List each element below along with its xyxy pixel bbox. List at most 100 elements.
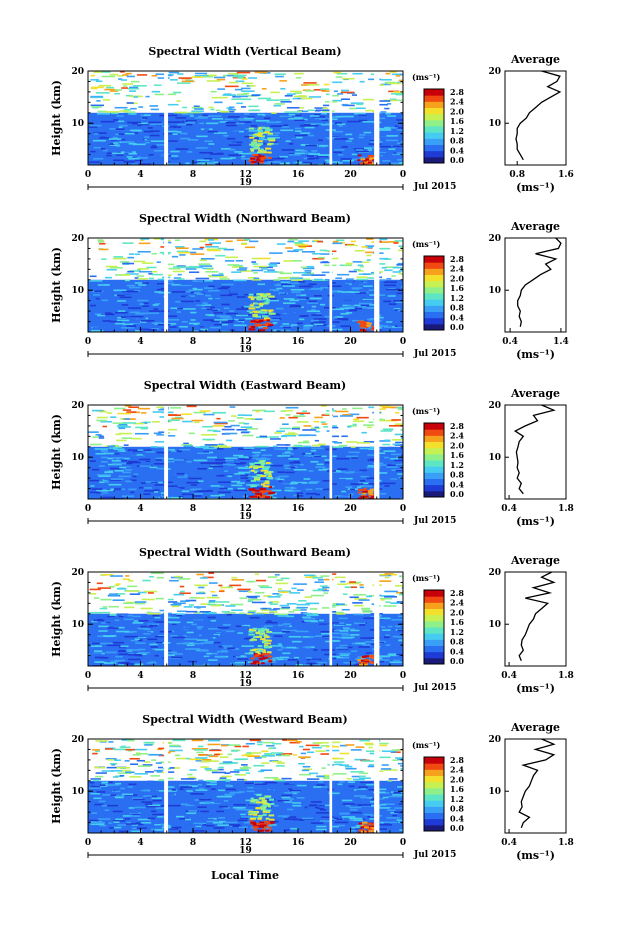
average-profile: Average 20 10 0.4 1.8(ms⁻¹)	[488, 387, 573, 528]
colorbar-swatch	[424, 138, 444, 145]
colorbar-swatch	[424, 447, 444, 455]
colorbar-swatch	[424, 144, 444, 152]
colorbar-tick-label: 2.4	[450, 431, 464, 441]
colorbar-tick-label: 2.4	[450, 264, 464, 274]
x-tick-label: 0	[85, 504, 91, 514]
data-gap	[164, 405, 169, 499]
panel-1: Spectral Width (Northward Beam) 20 10 Heigh…	[50, 212, 569, 361]
profile-x-label: (ms⁻¹)	[516, 181, 555, 194]
profile-title: Average	[510, 53, 560, 66]
date-tick-label: 19	[239, 345, 252, 355]
y-tick-label: 20	[71, 401, 84, 411]
colorbar-tick-label: 2.4	[450, 765, 464, 775]
y-tick-label: 20	[71, 568, 84, 578]
x-tick-label: 8	[190, 671, 196, 681]
date-label: Jul 2015	[413, 683, 456, 693]
profile-x-tick-label: 0.4	[501, 838, 517, 848]
panel-title: Spectral Width (Westward Beam)	[142, 713, 347, 726]
colorbar-swatch	[424, 107, 444, 115]
colorbar-swatch	[424, 262, 444, 269]
colorbar-swatch	[424, 150, 444, 158]
profile-y-tick-label: 20	[488, 401, 501, 411]
colorbar-frame	[423, 255, 445, 331]
profile-x-tick-label: 0.8	[509, 170, 525, 180]
x-tick-label: 0	[85, 170, 91, 180]
x-tick-label: 4	[137, 337, 143, 347]
profile-x-label: (ms⁻¹)	[516, 348, 555, 361]
profile-x-tick-label: 0.4	[501, 671, 517, 681]
colorbar-tick-label: 0.8	[450, 136, 464, 146]
colorbar-swatch	[424, 305, 444, 312]
x-tick-label: 12	[239, 838, 252, 848]
profile-frame	[504, 237, 567, 333]
profile-title: Average	[510, 721, 560, 734]
colorbar-swatch	[424, 280, 444, 288]
profile-y-tick-label: 10	[488, 286, 501, 296]
colorbar-swatch	[424, 256, 444, 263]
data-gap	[374, 739, 380, 833]
profile-y-tick-label: 10	[488, 787, 501, 797]
data-gap	[329, 572, 333, 666]
y-tick-label: 10	[71, 119, 84, 129]
profile-title: Average	[510, 387, 560, 400]
x-tick-label: 16	[292, 337, 305, 347]
y-tick-label: 10	[71, 453, 84, 463]
profile-x-tick-label: 1.8	[558, 838, 574, 848]
x-tick-label: 16	[292, 838, 305, 848]
colorbar-tick-label: 0.4	[450, 813, 464, 823]
panel-4: Spectral Width (Westward Beam) 20 10 Height…	[50, 713, 574, 862]
date-tick-label: 19	[239, 178, 252, 188]
colorbar-swatch	[424, 806, 444, 813]
colorbar-swatch	[424, 787, 444, 795]
x-tick-label: 0	[85, 671, 91, 681]
colorbar-swatch	[424, 311, 444, 319]
colorbar-tick-label: 0.4	[450, 646, 464, 656]
date-label: Jul 2015	[413, 516, 456, 526]
heatmap-field	[88, 405, 403, 499]
profile-x-tick-label: 1.8	[558, 671, 574, 681]
colorbar-swatch	[424, 781, 444, 789]
average-profile: Average 20 10 0.4 1.8(ms⁻¹)	[488, 554, 573, 695]
x-tick-label: 8	[190, 504, 196, 514]
colorbar-tick-label: 2.4	[450, 97, 464, 107]
colorbar-tick-label: 2.0	[450, 440, 464, 450]
x-tick-label: 12	[239, 170, 252, 180]
panel-title: Spectral Width (Eastward Beam)	[144, 379, 346, 392]
colorbar-tick-label: 0.8	[450, 637, 464, 647]
average-profile: Average 20 10 0.4 1.4(ms⁻¹)	[488, 220, 568, 361]
panel-title: Spectral Width (Northward Beam)	[139, 212, 351, 225]
colorbar-tick-label: 1.2	[450, 460, 464, 470]
colorbar-tick-label: 2.8	[450, 421, 464, 431]
profile-title: Average	[510, 554, 560, 567]
date-tick-label: 19	[239, 512, 252, 522]
colorbar-tick-label: 2.8	[450, 254, 464, 264]
x-tick-label: 20	[344, 337, 357, 347]
x-tick-label: 16	[292, 170, 305, 180]
y-tick-label: 20	[71, 735, 84, 745]
y-axis-label: Height (km)	[50, 581, 63, 657]
colorbar-tick-label: 0.8	[450, 303, 464, 313]
x-tick-label: 20	[344, 504, 357, 514]
colorbar-swatch	[424, 490, 444, 498]
profile-y-tick-label: 20	[488, 67, 501, 77]
colorbar-swatch	[424, 466, 444, 473]
colorbar-swatch	[424, 608, 444, 616]
colorbar-swatch	[424, 89, 444, 96]
colorbar-swatch	[424, 429, 444, 436]
colorbar-swatch	[424, 775, 444, 783]
data-gap	[374, 71, 380, 165]
profile-title: Average	[510, 220, 560, 233]
colorbar-tick-label: 1.2	[450, 627, 464, 637]
data-gap	[329, 405, 333, 499]
colorbar-tick-label: 1.2	[450, 126, 464, 136]
x-tick-label: 12	[239, 504, 252, 514]
colorbar-swatch	[424, 633, 444, 640]
y-tick-label: 10	[71, 787, 84, 797]
colorbar-swatch	[424, 794, 444, 801]
profile-line	[513, 404, 556, 495]
y-axis-label: Height (km)	[50, 247, 63, 323]
profile-x-tick-label: 0.4	[501, 504, 517, 514]
colorbar-swatch	[424, 453, 444, 461]
average-profile: Average 20 10 0.8 1.6(ms⁻¹)	[488, 53, 573, 194]
panel-3: Spectral Width (Southward Beam) 20 10 Heigh…	[50, 546, 574, 695]
